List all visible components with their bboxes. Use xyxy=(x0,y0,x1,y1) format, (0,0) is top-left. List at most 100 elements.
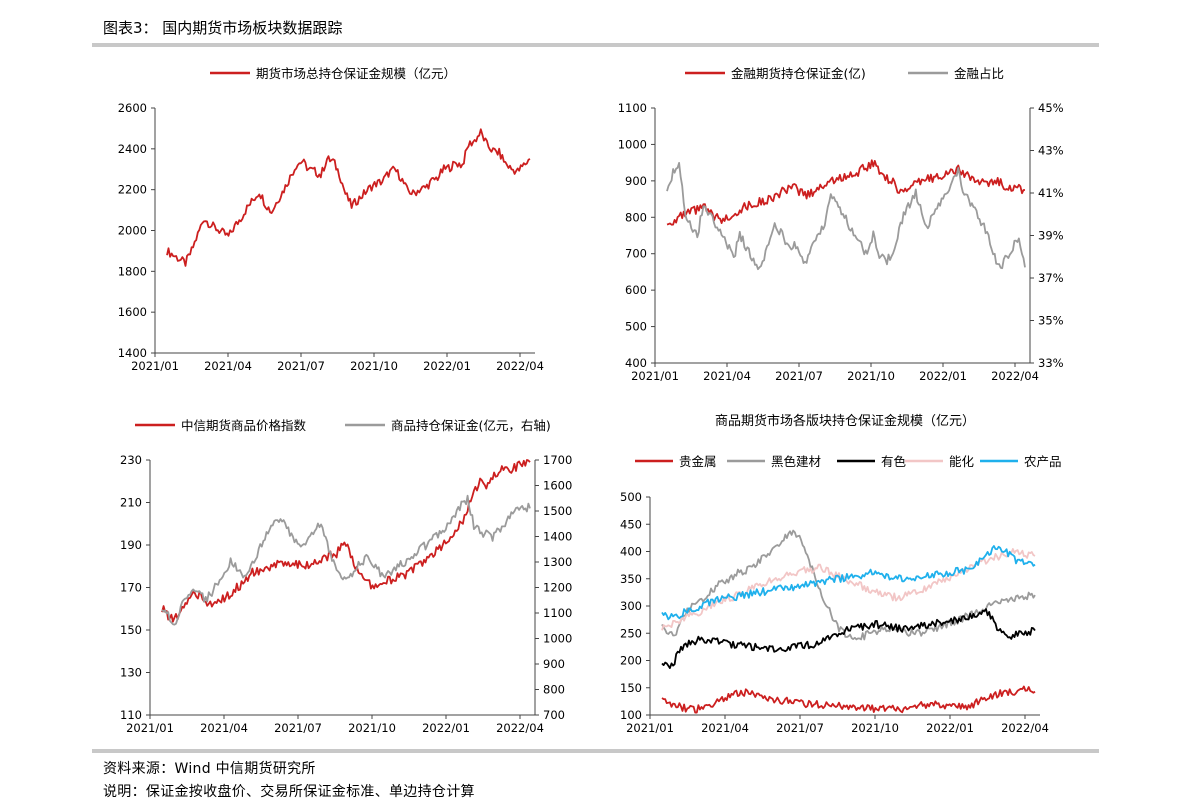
y-tick-label: 1100 xyxy=(618,101,647,115)
series-line-2 xyxy=(666,162,1026,271)
y2-tick-label: 35% xyxy=(1038,314,1064,328)
x-tick-label: 2021/01 xyxy=(631,369,679,383)
y2-tick-label: 1500 xyxy=(543,504,572,518)
y-tick-label: 110 xyxy=(120,708,142,722)
y2-tick-label: 1100 xyxy=(543,606,572,620)
legend-label: 农产品 xyxy=(1024,454,1062,469)
y-tick-label: 1400 xyxy=(118,346,147,360)
y-tick-label: 250 xyxy=(620,626,642,640)
y2-tick-label: 1700 xyxy=(543,453,572,467)
y-tick-label: 150 xyxy=(120,623,142,637)
y-tick-label: 200 xyxy=(620,654,642,668)
figure-title: 图表3： 国内期货市场板块数据跟踪 xyxy=(103,19,343,37)
x-tick-label: 2021/10 xyxy=(350,359,398,373)
legend-label: 期货市场总持仓保证金规模（亿元） xyxy=(256,66,456,81)
x-tick-label: 2021/10 xyxy=(348,721,396,735)
series-line-1 xyxy=(661,685,1036,714)
legend-label: 能化 xyxy=(949,454,975,469)
x-tick-label: 2021/07 xyxy=(277,359,325,373)
y-tick-label: 170 xyxy=(120,581,142,595)
y2-tick-label: 800 xyxy=(543,683,565,697)
x-tick-label: 2021/04 xyxy=(204,359,252,373)
x-tick-label: 2021/10 xyxy=(847,369,895,383)
y2-tick-label: 33% xyxy=(1038,356,1064,370)
y-tick-label: 300 xyxy=(620,599,642,613)
y-tick-label: 2400 xyxy=(118,142,147,156)
chart-title: 商品期货市场各版块持仓保证金规模（亿元） xyxy=(715,413,975,429)
y-tick-label: 400 xyxy=(620,545,642,559)
chart-total-margin: 期货市场总持仓保证金规模（亿元） 1400 1600 1800 2000 2200 2400… xyxy=(118,66,544,373)
series-line-3 xyxy=(661,608,1036,669)
x-tick-label: 2021/07 xyxy=(274,721,322,735)
y2-tick-label: 900 xyxy=(543,657,565,671)
chart-sector-margin: 商品期货市场各版块持仓保证金规模（亿元） 贵金属 黑色建材 有色 能化 农产品 100 150… xyxy=(620,413,1062,735)
y-tick-label: 150 xyxy=(620,681,642,695)
source-note: 资料来源：Wind 中信期货研究所 xyxy=(103,761,316,777)
y2-tick-label: 1400 xyxy=(543,530,572,544)
series-line-2 xyxy=(161,494,531,626)
y-tick-label: 2200 xyxy=(118,183,147,197)
y2-tick-label: 41% xyxy=(1038,186,1064,200)
series-line-2 xyxy=(661,529,1036,641)
x-tick-label: 2021/01 xyxy=(626,721,674,735)
legend-label: 金融占比 xyxy=(954,66,1004,81)
legend-label: 有色 xyxy=(881,454,907,469)
y-tick-label: 600 xyxy=(625,283,647,297)
y-tick-label: 800 xyxy=(625,210,647,224)
y-tick-label: 900 xyxy=(625,174,647,188)
x-tick-label: 2022/01 xyxy=(926,721,974,735)
y-tick-label: 1000 xyxy=(618,137,647,151)
y2-tick-label: 1300 xyxy=(543,555,572,569)
legend-label: 中信期货商品价格指数 xyxy=(181,418,307,433)
y-tick-label: 230 xyxy=(120,453,142,467)
x-tick-label: 2021/04 xyxy=(703,369,751,383)
explanation-note: 说明：保证金按收盘价、交易所保证金标准、单边持仓计算 xyxy=(103,784,475,800)
x-tick-label: 2021/01 xyxy=(126,721,174,735)
y-tick-label: 100 xyxy=(620,708,642,722)
y-tick-label: 450 xyxy=(620,517,642,531)
legend-label: 贵金属 xyxy=(679,454,717,469)
y-tick-label: 2600 xyxy=(118,101,147,115)
x-tick-label: 2022/04 xyxy=(1001,721,1049,735)
x-tick-label: 2022/04 xyxy=(496,359,544,373)
chart-financial-margin: 金融期货持仓保证金(亿) 金融占比 400 500 600 700 800 900 1000 11… xyxy=(618,66,1064,383)
x-tick-label: 2022/01 xyxy=(422,721,470,735)
y2-tick-label: 700 xyxy=(543,708,565,722)
legend-label: 商品持仓保证金(亿元，右轴) xyxy=(391,418,551,433)
y-tick-label: 1800 xyxy=(118,264,147,278)
legend-label: 金融期货持仓保证金(亿) xyxy=(731,66,866,81)
bottom-divider xyxy=(92,749,1099,753)
top-divider xyxy=(92,43,1099,47)
y2-tick-label: 39% xyxy=(1038,229,1064,243)
x-tick-label: 2021/01 xyxy=(131,359,179,373)
y-tick-label: 210 xyxy=(120,496,142,510)
chart-commodity-index: 中信期货商品价格指数 商品持仓保证金(亿元，右轴) 110 130 150 170 190 2… xyxy=(120,418,572,735)
series-line-4 xyxy=(661,548,1036,631)
x-tick-label: 2022/04 xyxy=(991,369,1039,383)
y2-tick-label: 1600 xyxy=(543,479,572,493)
y-tick-label: 130 xyxy=(120,666,142,680)
y-tick-label: 1600 xyxy=(118,305,147,319)
y-tick-label: 2000 xyxy=(118,224,147,238)
x-tick-label: 2021/04 xyxy=(701,721,749,735)
series-line-1 xyxy=(666,159,1025,226)
x-tick-label: 2021/07 xyxy=(776,721,824,735)
series-line-5 xyxy=(661,545,1036,621)
legend-label: 黑色建材 xyxy=(771,454,821,469)
series-line-1 xyxy=(161,459,531,623)
y2-tick-label: 37% xyxy=(1038,271,1064,285)
y-tick-label: 350 xyxy=(620,572,642,586)
y-tick-label: 500 xyxy=(620,490,642,504)
y2-tick-label: 1200 xyxy=(543,581,572,595)
x-tick-label: 2022/01 xyxy=(423,359,471,373)
x-tick-label: 2021/04 xyxy=(200,721,248,735)
y-tick-label: 190 xyxy=(120,538,142,552)
y-tick-label: 400 xyxy=(625,356,647,370)
y-tick-label: 500 xyxy=(625,320,647,334)
x-tick-label: 2022/01 xyxy=(919,369,967,383)
x-tick-label: 2022/04 xyxy=(496,721,544,735)
y2-tick-label: 1000 xyxy=(543,632,572,646)
y-tick-label: 700 xyxy=(625,247,647,261)
y2-tick-label: 43% xyxy=(1038,144,1064,158)
series-line-1 xyxy=(166,128,531,267)
